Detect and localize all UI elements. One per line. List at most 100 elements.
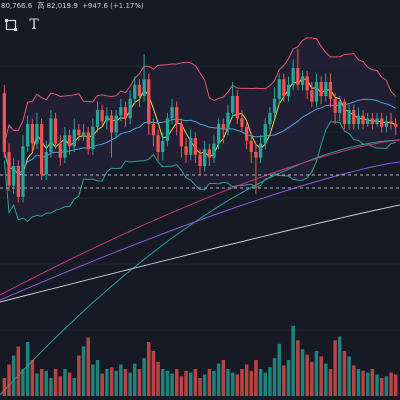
volume-bar	[179, 376, 184, 396]
candle-body	[319, 82, 323, 96]
candle-body	[366, 118, 370, 124]
volume-bar	[356, 369, 361, 396]
candle-body	[109, 115, 114, 133]
volume-bar	[272, 358, 277, 396]
volume-bar	[53, 369, 58, 396]
volume-bar	[207, 369, 212, 396]
candle-body	[203, 149, 207, 166]
volume-bar	[333, 340, 337, 396]
volume-bar	[95, 360, 100, 396]
candle-body	[231, 96, 235, 113]
volume-bar	[193, 369, 198, 396]
candle-body	[384, 121, 388, 127]
ma-long-purple-line	[0, 161, 400, 301]
candle-body	[119, 107, 123, 116]
volume-bar	[63, 369, 67, 396]
volume-bar	[114, 370, 118, 396]
candle-body	[380, 118, 384, 127]
candle-body	[394, 124, 398, 127]
candle-body	[189, 138, 193, 155]
volume-bar	[202, 374, 207, 396]
candle-body	[361, 115, 365, 124]
volume-bar	[72, 378, 76, 396]
candle-body	[179, 124, 183, 147]
volume-bar	[189, 372, 193, 396]
volume-bar	[44, 370, 48, 396]
volume-bar	[300, 349, 305, 396]
volume-bar	[249, 370, 253, 396]
candle-body	[249, 140, 253, 152]
candle-body	[207, 149, 211, 158]
volume-bar	[338, 336, 342, 396]
candle-body	[147, 79, 151, 124]
candle-body	[286, 84, 291, 96]
volume-bar	[119, 364, 123, 396]
candle-body	[123, 107, 128, 119]
volume-bar	[361, 370, 365, 396]
candle-body	[35, 124, 39, 144]
candle-body	[254, 152, 258, 158]
candle-body	[258, 143, 263, 158]
candle-body	[338, 101, 342, 113]
candle-body	[156, 135, 160, 152]
rectangle-icon[interactable]	[4, 18, 18, 32]
volume-bar	[370, 369, 375, 396]
candle-body	[263, 124, 267, 144]
candle-body	[389, 121, 393, 124]
volume-bar	[352, 365, 356, 396]
volume-bar	[184, 370, 188, 396]
volume-bar	[100, 373, 104, 396]
volume-bar	[296, 340, 300, 396]
volume-bar	[109, 367, 114, 396]
candle-body	[193, 138, 197, 155]
bollinger-band-fill	[4, 37, 396, 222]
volume-bar	[375, 374, 379, 396]
candle-body	[217, 124, 221, 144]
volume-bar	[11, 355, 16, 396]
volume-bar	[221, 360, 226, 396]
candle-body	[165, 118, 170, 141]
volume-bar	[258, 369, 263, 396]
volume-bar	[235, 374, 239, 396]
candle-body	[77, 129, 81, 136]
volume-bar	[175, 369, 179, 396]
candle-body	[314, 82, 319, 102]
volume-bar	[305, 354, 309, 396]
candle-body	[198, 154, 202, 166]
candle-body	[95, 110, 100, 127]
candle-body	[63, 135, 67, 158]
candle-body	[221, 124, 225, 130]
volume-bar	[86, 337, 90, 396]
volume-bar	[263, 372, 267, 396]
candle-body	[277, 79, 281, 99]
candle-body	[272, 98, 277, 113]
candle-body	[245, 126, 249, 141]
volume-bar	[389, 372, 393, 396]
volume-bar	[314, 351, 319, 396]
volume-bar	[244, 364, 249, 396]
candle-body	[86, 132, 90, 150]
volume-bar	[254, 360, 258, 396]
candle-body	[333, 98, 337, 113]
candle-body	[105, 115, 109, 122]
candle-body	[347, 110, 351, 124]
candle-body	[72, 129, 76, 147]
candle-body	[81, 132, 86, 136]
candle-body	[53, 118, 58, 144]
candle-body	[67, 135, 72, 147]
volume-bar	[128, 372, 132, 396]
candle-body	[30, 124, 34, 144]
volume-bar	[310, 361, 314, 396]
candle-body	[212, 143, 216, 158]
text-icon[interactable]: T	[27, 18, 41, 32]
volume-bar	[342, 351, 347, 396]
volume-bar	[240, 369, 244, 396]
candle-body	[324, 82, 328, 96]
volume-bar	[21, 369, 25, 396]
volume-bar	[142, 358, 146, 396]
ma-long-white-line	[0, 204, 400, 303]
candle-body	[235, 96, 239, 119]
volume-bar	[384, 376, 389, 396]
